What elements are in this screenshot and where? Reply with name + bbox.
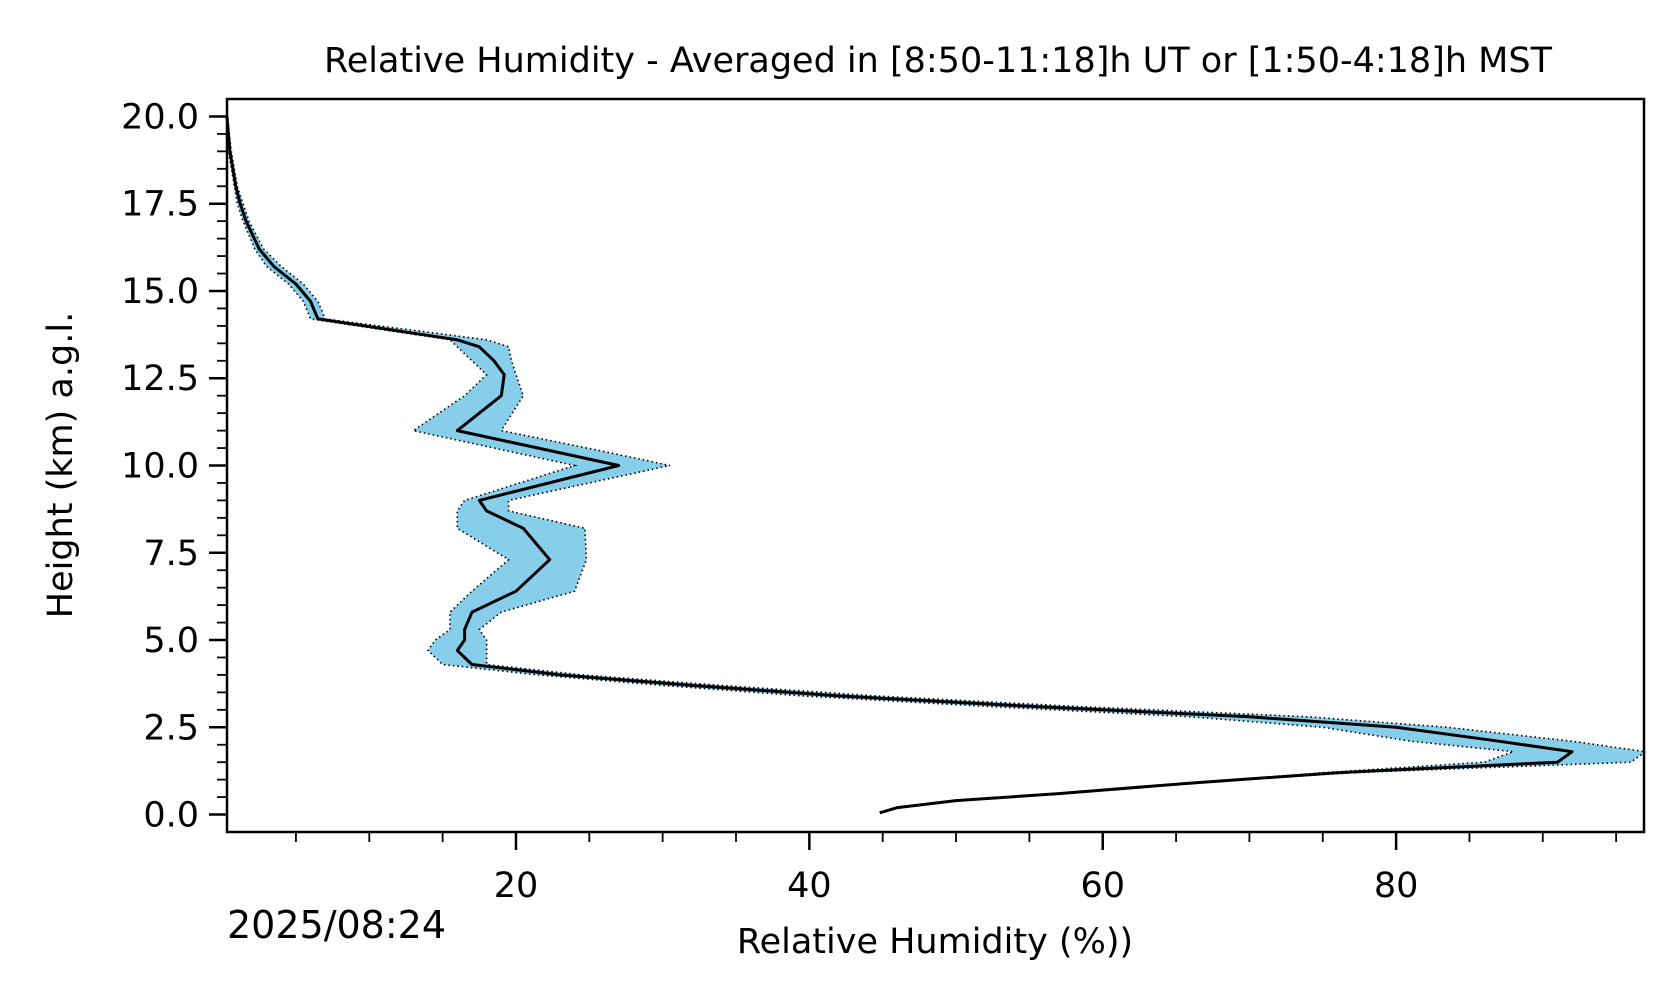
x-tick-label: 60 xyxy=(1080,866,1125,906)
y-axis-label: Height (km) a.g.l. xyxy=(41,312,81,618)
chart-title: Relative Humidity - Averaged in [8:50-11… xyxy=(324,41,1553,81)
y-tick-label: 7.5 xyxy=(143,534,199,574)
y-tick-label: 5.0 xyxy=(143,621,199,661)
plot-frame xyxy=(225,97,1646,834)
x-tick-label: 40 xyxy=(787,866,832,906)
date-label: 2025/08:24 xyxy=(227,903,446,947)
x-axis-label: Relative Humidity (%)) xyxy=(737,922,1133,962)
y-tick-label: 15.0 xyxy=(121,272,199,312)
y-tick-label: 0.0 xyxy=(143,796,199,836)
plot-layer xyxy=(225,116,1648,815)
y-tick-label: 10.0 xyxy=(121,447,199,487)
y-tick-label: 12.5 xyxy=(121,359,199,399)
y-tick-label: 20.0 xyxy=(121,97,199,137)
uncertainty-band xyxy=(227,116,1646,813)
x-tick-label: 20 xyxy=(494,866,539,906)
upper-bound-line xyxy=(226,116,1648,814)
x-tick-label: 80 xyxy=(1374,866,1419,906)
y-tick-label: 2.5 xyxy=(143,708,199,748)
axis-layer: 0.0 2.5 5.0 7.5 10.0 12.5 15.0 17.5 20.0 20 40 60 80 xyxy=(121,97,1618,906)
y-tick-label: 17.5 xyxy=(121,185,199,225)
mean-rh-line xyxy=(225,116,1574,815)
lower-bound-line xyxy=(226,116,1514,814)
